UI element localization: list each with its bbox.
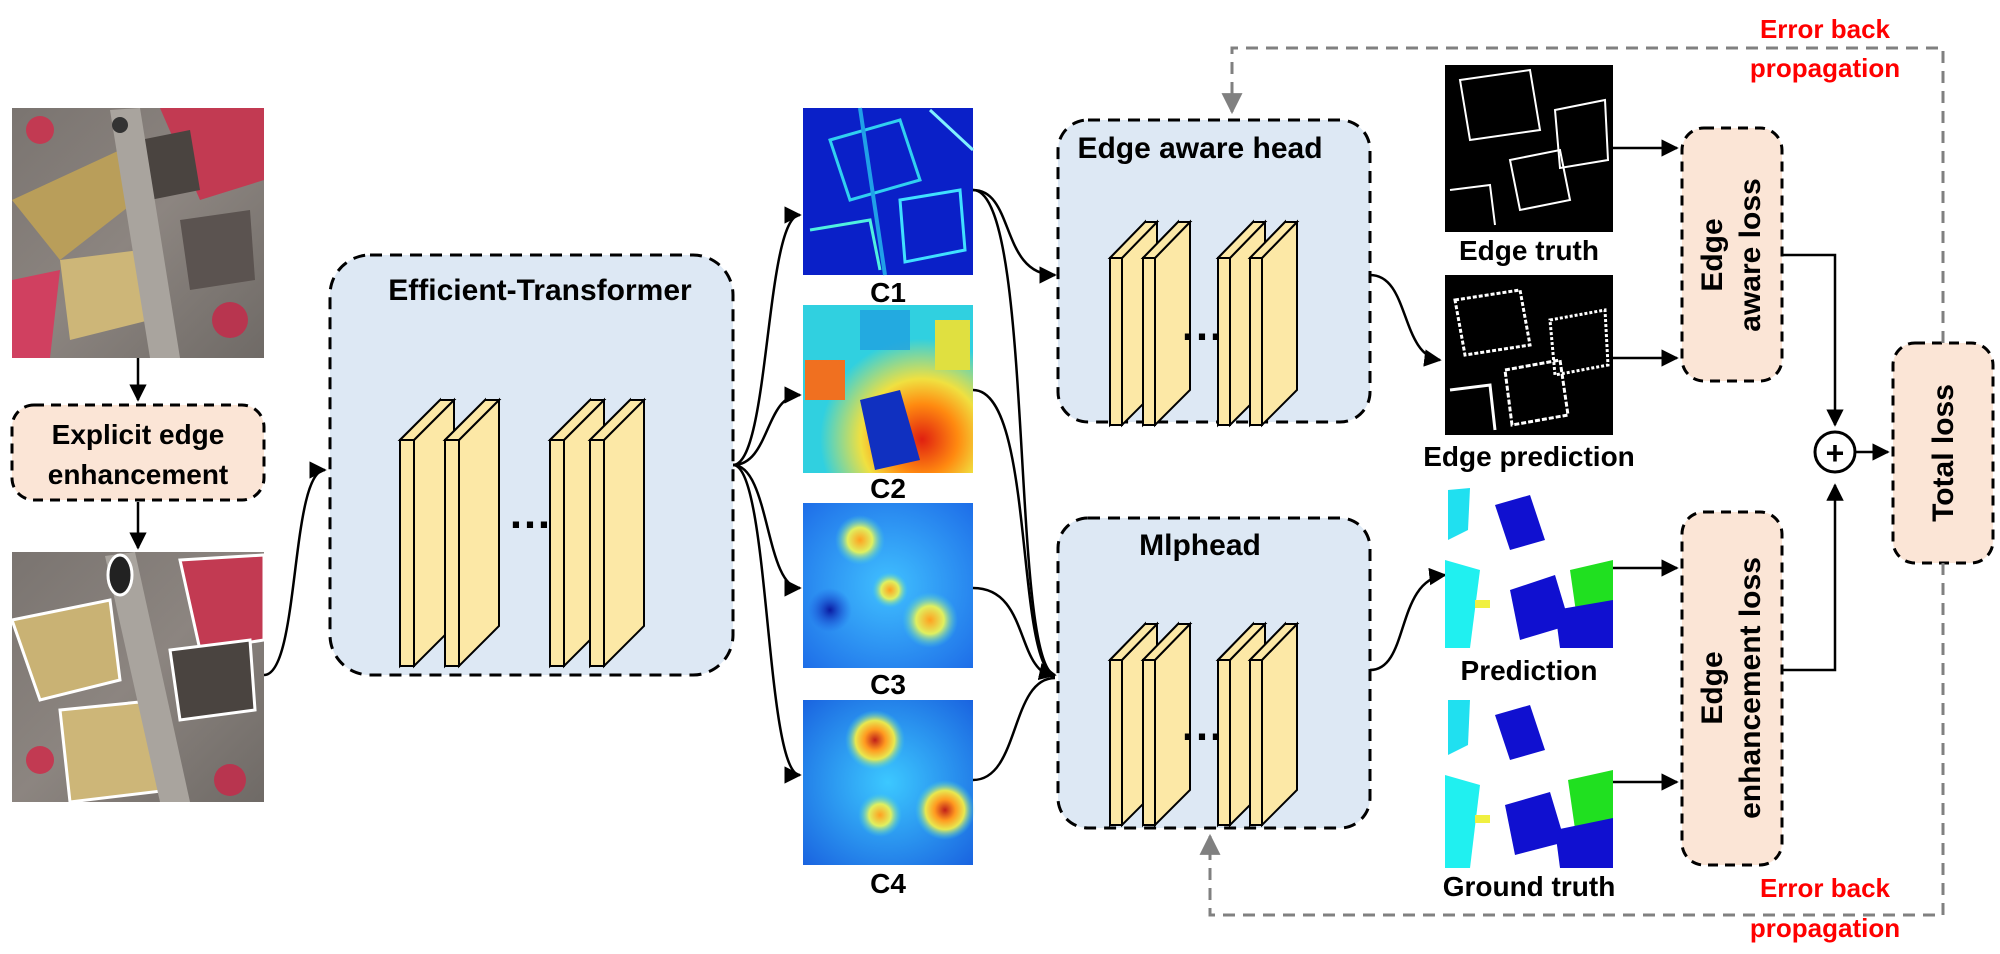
error-top-line2: propagation xyxy=(1750,53,1900,83)
edge-enhancement-loss-box: Edge enhancement loss xyxy=(1680,510,1784,867)
transformer-layer xyxy=(442,397,502,669)
total-loss-box: Total loss xyxy=(1891,341,1995,565)
edge-head-layers xyxy=(1107,219,1300,428)
error-bottom-line2: propagation xyxy=(1750,913,1900,943)
edge-aware-loss-box: Edge aware loss xyxy=(1680,126,1784,383)
enhanced-input-image xyxy=(10,552,266,804)
edge-aware-head-title: Edge aware head xyxy=(1077,132,1322,165)
ground-truth-label: Ground truth xyxy=(1443,871,1616,902)
explicit-edge-enhancement-box: Explicit edge enhancement xyxy=(10,403,266,502)
feature-map-c3 xyxy=(803,503,973,668)
c2-label: C2 xyxy=(870,473,906,504)
feature-map-c2 xyxy=(803,305,973,473)
edge-aware-loss-line2: aware loss xyxy=(1734,178,1767,331)
prediction-label: Prediction xyxy=(1461,655,1598,686)
feature-to-head-arrows xyxy=(972,188,1057,782)
loss-to-sum-arrows xyxy=(1782,253,1890,672)
total-loss-label: Total loss xyxy=(1927,384,1960,522)
edge-head-layer xyxy=(1140,219,1193,428)
edge-enhancement-loss-line1: Edge xyxy=(1696,651,1729,724)
edge-aware-head-block: Edge aware head … xyxy=(1056,118,1372,428)
edge-prediction-image xyxy=(1445,275,1613,435)
transformer-layers xyxy=(397,397,647,669)
input-image xyxy=(12,108,264,358)
ground-truth-image xyxy=(1445,700,1613,868)
edge-prediction-label: Edge prediction xyxy=(1423,441,1635,472)
edge-aware-loss-line1: Edge xyxy=(1696,218,1729,291)
prediction-image xyxy=(1445,488,1613,648)
edge-truth-label: Edge truth xyxy=(1459,235,1599,266)
feature-map-c1 xyxy=(803,107,975,276)
error-backprop-top xyxy=(1221,46,1945,343)
efficient-transformer-block: Efficient-Transformer … xyxy=(328,253,735,677)
mlp-head-layer xyxy=(1247,621,1300,828)
mlp-head-layer xyxy=(1140,621,1193,828)
error-top-line1: Error back xyxy=(1760,14,1891,44)
edge-enhancement-loss-line2: enhancement loss xyxy=(1734,557,1767,819)
edge-head-ellipsis: … xyxy=(1180,301,1224,350)
c3-label: C3 xyxy=(870,669,906,700)
output-to-loss-arrows xyxy=(1613,139,1679,791)
transformer-layer xyxy=(587,397,647,669)
explicit-edge-label-line2: enhancement xyxy=(48,459,229,490)
c4-label: C4 xyxy=(870,868,906,899)
head-output-arrows xyxy=(1369,273,1447,672)
c1-label: C1 xyxy=(870,277,906,308)
efficient-transformer-title: Efficient-Transformer xyxy=(388,274,692,307)
error-bottom-line1: Error back xyxy=(1760,873,1891,903)
transformer-ellipsis: … xyxy=(508,489,552,538)
mlp-head-title: Mlphead xyxy=(1139,529,1261,562)
plus-symbol: + xyxy=(1826,435,1845,471)
mlp-head-layers xyxy=(1107,621,1300,828)
edge-head-layer xyxy=(1247,219,1300,428)
edge-truth-image xyxy=(1445,65,1613,232)
error-backprop-bottom xyxy=(1199,563,1945,917)
mlp-head-block: Mlphead … xyxy=(1056,516,1372,830)
transformer-output-arrows xyxy=(732,206,802,784)
mlp-head-ellipsis: … xyxy=(1180,701,1224,750)
feature-map-c4 xyxy=(803,700,975,865)
sum-node: + xyxy=(1813,430,1857,474)
explicit-edge-label-line1: Explicit edge xyxy=(52,419,225,450)
